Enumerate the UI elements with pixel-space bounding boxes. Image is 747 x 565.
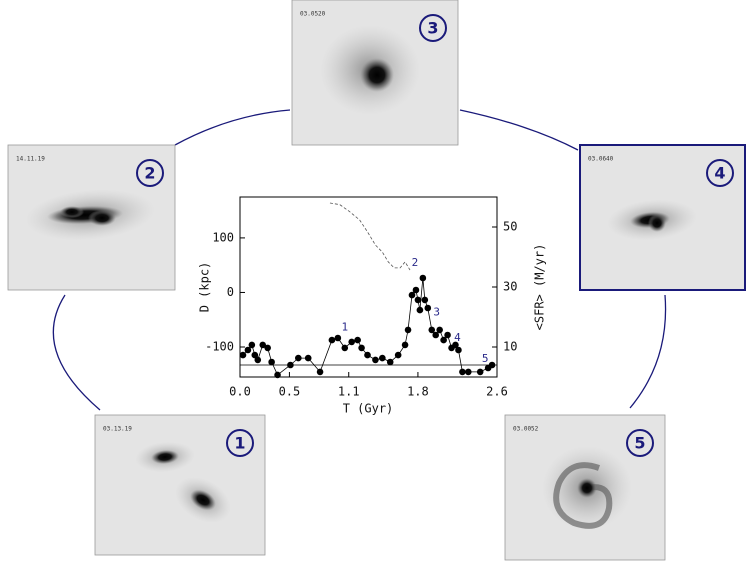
sfr-line — [242, 277, 493, 376]
sfr-point — [416, 306, 424, 314]
sfr-point — [354, 336, 361, 344]
panel-label: 03.0052 — [513, 426, 539, 433]
sfr-point — [239, 351, 247, 359]
y2-axis-label: <SFR> (M/yr) — [533, 244, 547, 331]
sfr-point — [358, 344, 365, 352]
sfr-point — [268, 358, 275, 366]
galaxy-core — [60, 206, 84, 218]
y2-tick-label: 30 — [503, 280, 517, 294]
sfr-point — [401, 341, 409, 349]
panel-number: 5 — [634, 434, 645, 453]
x-tick-label: 0.5 — [279, 385, 301, 399]
sfr-point — [328, 336, 336, 344]
sfr-point — [414, 296, 422, 304]
annotation: 2 — [412, 256, 419, 269]
sfr-point — [316, 368, 324, 376]
sfr-point — [334, 334, 342, 342]
galaxy-core — [190, 489, 216, 511]
sfr-point — [428, 326, 436, 334]
x-tick-label: 1.8 — [407, 385, 429, 399]
galaxy-core — [151, 449, 179, 465]
sfr-point — [459, 368, 466, 376]
sfr-point — [419, 274, 427, 282]
annotation: 5 — [482, 352, 489, 365]
sfr-point — [432, 331, 440, 339]
sfr-point — [254, 356, 262, 364]
sfr-point — [259, 341, 267, 349]
sfr-point — [421, 296, 429, 304]
sfr-point — [386, 358, 394, 366]
sfr-point — [465, 368, 472, 376]
spiral-arm — [553, 462, 613, 529]
galaxy-core — [360, 58, 394, 92]
arrows — [52, 109, 667, 411]
panel-number-circle — [226, 429, 254, 457]
sfr-point — [440, 336, 447, 344]
arrow — [629, 294, 667, 409]
sfr-point — [264, 344, 271, 352]
y-tick-label: -100 — [205, 340, 234, 354]
x-tick-label: 0.0 — [229, 385, 251, 399]
panel-number: 3 — [427, 19, 438, 38]
galaxy-core — [648, 214, 666, 232]
panel-number: 2 — [144, 164, 155, 183]
sfr-point — [274, 371, 281, 379]
annotation: 4 — [454, 331, 461, 344]
y2-tick-label: 50 — [503, 220, 517, 234]
galaxy-core — [88, 210, 116, 226]
sfr-point — [476, 368, 484, 376]
y2-tick-label: 10 — [503, 340, 517, 354]
sfr-point — [372, 356, 379, 364]
sfr-point — [295, 354, 302, 362]
sfr-point — [412, 286, 420, 294]
sfr-point — [424, 304, 432, 312]
panel-number-circle — [419, 14, 447, 42]
y-tick-label: 0 — [227, 285, 234, 299]
sfr-point — [364, 351, 371, 359]
panel-number-circle — [136, 159, 164, 187]
panel-number-circle — [626, 429, 654, 457]
sfr-point — [341, 344, 349, 352]
x-tick-label: 2.6 — [486, 385, 508, 399]
sfr-point — [455, 346, 462, 354]
annotation: 1 — [341, 321, 348, 334]
sfr-point — [436, 326, 443, 334]
x-axis-label: T (Gyr) — [343, 402, 394, 416]
y-tick-label: 100 — [212, 230, 234, 244]
panel-label: 03.13.19 — [103, 426, 132, 433]
chart: T (Gyr) D (kpc) <SFR> (M/yr) 0.0 0.5 1.1 1.… — [198, 196, 547, 416]
panel-number: 1 — [234, 434, 245, 453]
sfr-point — [452, 341, 459, 349]
sfr-point — [408, 291, 416, 299]
sfr-point — [394, 351, 402, 359]
panel-number-circle — [706, 159, 734, 187]
y-axis-label: D (kpc) — [198, 262, 212, 313]
arrow — [459, 109, 579, 151]
sfr-point — [304, 354, 312, 362]
panel-label: 14.11.19 — [16, 156, 45, 163]
sfr-point — [348, 338, 355, 346]
panel-label: 03.0640 — [588, 156, 614, 163]
galaxy-core — [577, 478, 597, 498]
panel-label: 03.0520 — [300, 11, 326, 18]
sfr-point — [444, 331, 451, 339]
arrow — [52, 294, 101, 411]
sfr-point — [248, 341, 256, 349]
panels: 03.13.19 1 14.11.19 2 03.0520 3 03.0640 4 03.005… — [7, 0, 746, 561]
panel-number: 4 — [714, 164, 725, 183]
sfr-point — [244, 346, 252, 354]
sfr-point — [251, 351, 259, 359]
sfr-point — [404, 326, 412, 334]
sfr-point — [379, 354, 386, 362]
x-tick-label: 1.1 — [338, 385, 360, 399]
annotation: 3 — [433, 306, 440, 319]
arrow — [174, 109, 291, 146]
distance-line — [329, 202, 411, 271]
